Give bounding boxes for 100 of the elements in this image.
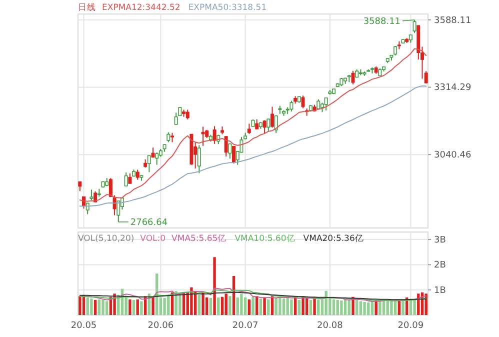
bar bbox=[236, 297, 239, 315]
bar bbox=[267, 299, 270, 315]
candlestick bbox=[124, 172, 128, 186]
bar bbox=[332, 299, 336, 315]
x-tick-label: 20.07 bbox=[232, 321, 258, 331]
x-tick-label: 20.08 bbox=[317, 321, 344, 331]
candlestick bbox=[270, 106, 274, 128]
bar bbox=[324, 290, 328, 315]
bar bbox=[413, 299, 416, 315]
x-tick-label: 20.06 bbox=[148, 321, 174, 331]
candlestick bbox=[147, 154, 151, 173]
bar bbox=[178, 294, 182, 315]
candlestick bbox=[136, 169, 140, 180]
candlestick bbox=[324, 97, 328, 111]
bar bbox=[198, 294, 200, 315]
candlestick bbox=[128, 172, 132, 184]
bar bbox=[202, 292, 204, 315]
bar bbox=[190, 287, 193, 315]
bar bbox=[86, 297, 89, 315]
text: VMA20:5.36亿 bbox=[303, 233, 364, 244]
annotation: 3588.11 bbox=[363, 16, 401, 27]
candlestick bbox=[262, 120, 266, 134]
bar bbox=[359, 301, 362, 315]
bar bbox=[244, 297, 247, 315]
bar bbox=[128, 299, 132, 315]
bar bbox=[298, 300, 300, 315]
bar bbox=[163, 298, 166, 315]
y-tick-label: 3040.46 bbox=[434, 150, 472, 161]
bar bbox=[206, 297, 208, 315]
bar bbox=[113, 294, 116, 315]
candlestick bbox=[247, 123, 251, 135]
bar bbox=[224, 294, 228, 315]
bar bbox=[217, 297, 220, 315]
bar bbox=[228, 296, 232, 315]
y-tick-label: 2B bbox=[434, 260, 446, 271]
y-tick-label: 3B bbox=[434, 236, 446, 246]
line-series bbox=[79, 292, 427, 300]
bar bbox=[174, 291, 178, 315]
text: EXPMA50:3318.51 bbox=[188, 3, 267, 13]
bar bbox=[259, 298, 262, 315]
bar bbox=[336, 300, 339, 315]
candlestick bbox=[266, 118, 270, 132]
candlestick bbox=[186, 109, 190, 120]
candlestick bbox=[212, 126, 216, 144]
annotation: VOL:0 bbox=[140, 234, 166, 244]
text: 日线 bbox=[78, 2, 96, 13]
candlestick bbox=[301, 95, 305, 109]
annotation: VOL(5,10,20) bbox=[78, 234, 134, 244]
bar bbox=[367, 302, 370, 315]
bar bbox=[263, 297, 266, 315]
bar bbox=[248, 299, 250, 315]
candlestick bbox=[290, 100, 294, 112]
bar bbox=[102, 300, 104, 315]
annotation: 2766.64 bbox=[130, 218, 168, 228]
bar bbox=[94, 300, 97, 315]
bar bbox=[98, 299, 100, 315]
bar bbox=[340, 300, 343, 315]
bar bbox=[90, 298, 93, 315]
candlestick bbox=[90, 189, 94, 200]
y-tick-label: 3314.29 bbox=[434, 83, 472, 94]
bar bbox=[278, 296, 282, 315]
candlestick bbox=[166, 132, 170, 143]
bar bbox=[282, 298, 286, 315]
candlestick bbox=[232, 146, 236, 164]
candlestick bbox=[197, 144, 201, 174]
bar bbox=[78, 296, 82, 315]
bar bbox=[394, 301, 397, 315]
bar bbox=[306, 298, 308, 315]
candlestick bbox=[394, 45, 398, 56]
bar bbox=[402, 301, 404, 315]
candlestick bbox=[424, 70, 428, 84]
bar bbox=[317, 299, 320, 315]
bar bbox=[213, 257, 216, 315]
bar bbox=[152, 296, 154, 315]
y-tick-label: 3588.11 bbox=[434, 16, 472, 26]
bar bbox=[424, 294, 428, 315]
candlestick bbox=[224, 136, 228, 157]
bar bbox=[252, 296, 254, 315]
bar bbox=[220, 296, 224, 315]
bar bbox=[290, 299, 293, 315]
y-tick-label: 1B bbox=[434, 286, 446, 296]
candlestick bbox=[108, 178, 112, 198]
bar bbox=[132, 300, 136, 315]
bar bbox=[309, 300, 312, 315]
bar bbox=[209, 298, 212, 315]
bar bbox=[363, 302, 366, 315]
bar bbox=[140, 301, 143, 315]
bar bbox=[356, 300, 358, 315]
x-tick-label: 20.09 bbox=[398, 321, 424, 331]
bar bbox=[136, 299, 139, 315]
bar bbox=[106, 301, 108, 315]
bar bbox=[240, 294, 243, 315]
bar bbox=[344, 300, 347, 315]
text: VMA10:5.60亿 bbox=[234, 233, 296, 244]
text: EXPMA12:3442.52 bbox=[102, 3, 180, 13]
candlestick bbox=[170, 132, 174, 143]
bar bbox=[378, 301, 382, 315]
candlestick bbox=[78, 181, 82, 192]
bar bbox=[390, 301, 393, 315]
text: VMA5:5.65亿 bbox=[172, 233, 227, 244]
